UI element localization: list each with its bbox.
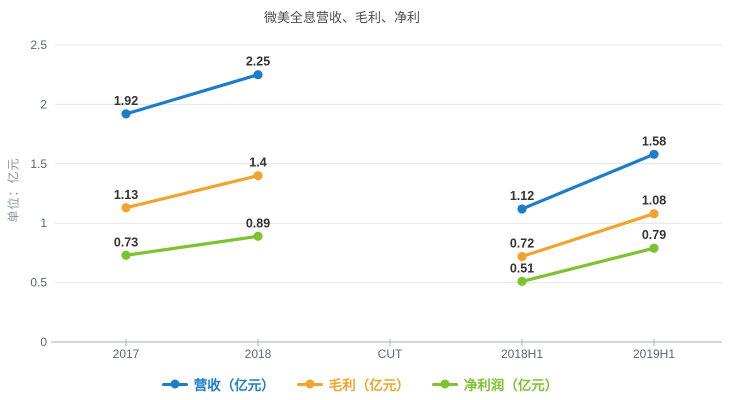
- legend-label-revenue: 营收（亿元）: [193, 378, 275, 393]
- line-dot-icon: [296, 379, 323, 390]
- data-point[interactable]: [649, 149, 659, 159]
- data-point[interactable]: [517, 276, 527, 287]
- x-tick-label: 2018H1: [501, 347, 543, 361]
- x-tick-label: 2018: [245, 347, 272, 361]
- data-point[interactable]: [253, 171, 263, 181]
- data-point[interactable]: [253, 70, 263, 80]
- y-tick-label: 1: [40, 216, 47, 230]
- series-line-0: [124, 73, 260, 116]
- chart-title: 微美全息营收、毛利、净利: [263, 10, 420, 25]
- series-line-1: [520, 212, 656, 259]
- x-tick-label: CUT: [378, 347, 403, 361]
- data-label: 0.73: [114, 235, 138, 249]
- legend-item-gross-profit[interactable]: 毛利（亿元）: [296, 374, 410, 394]
- data-point[interactable]: [517, 204, 527, 214]
- legend-item-revenue[interactable]: 营收（亿元）: [161, 374, 275, 394]
- data-label: 1.08: [642, 194, 666, 208]
- data-label: 1.4: [249, 156, 266, 170]
- data-point[interactable]: [517, 251, 527, 262]
- legend-label-net-profit: 净利润（亿元）: [463, 378, 559, 393]
- y-tick-label: 2.5: [30, 38, 47, 52]
- data-point[interactable]: [649, 209, 659, 219]
- data-point[interactable]: [649, 243, 659, 253]
- series-line-2: [124, 234, 260, 257]
- data-point[interactable]: [253, 231, 263, 241]
- series-line-2: [520, 246, 656, 284]
- data-label: 1.58: [642, 134, 666, 148]
- data-label: 0.51: [510, 261, 534, 275]
- y-tick-label: 2: [40, 97, 47, 111]
- x-tick-label: 2017: [113, 347, 140, 361]
- data-label: 0.79: [642, 228, 666, 242]
- data-label: 2.25: [246, 55, 270, 69]
- x-tick-label: 2019H1: [633, 347, 675, 361]
- legend: 营收（亿元） 毛利（亿元） 净利润（亿元）: [0, 373, 720, 395]
- data-point[interactable]: [121, 203, 131, 213]
- y-tick-label: 0.5: [30, 276, 47, 290]
- series-line-1: [124, 174, 260, 210]
- data-point[interactable]: [121, 109, 131, 119]
- data-label: 1.92: [114, 94, 138, 108]
- line-dot-icon: [431, 379, 458, 390]
- line-dot-icon: [161, 379, 188, 390]
- series-line-0: [520, 152, 656, 211]
- y-tick-label: 0: [40, 335, 47, 349]
- legend-item-net-profit[interactable]: 净利润（亿元）: [431, 374, 559, 394]
- data-label: 0.72: [510, 236, 534, 250]
- data-point[interactable]: [121, 250, 131, 260]
- data-label: 1.13: [114, 188, 138, 202]
- data-label: 1.12: [510, 189, 534, 203]
- data-label: 0.89: [246, 216, 270, 230]
- y-tick-label: 1.5: [30, 157, 47, 171]
- legend-label-gross-profit: 毛利（亿元）: [328, 378, 410, 393]
